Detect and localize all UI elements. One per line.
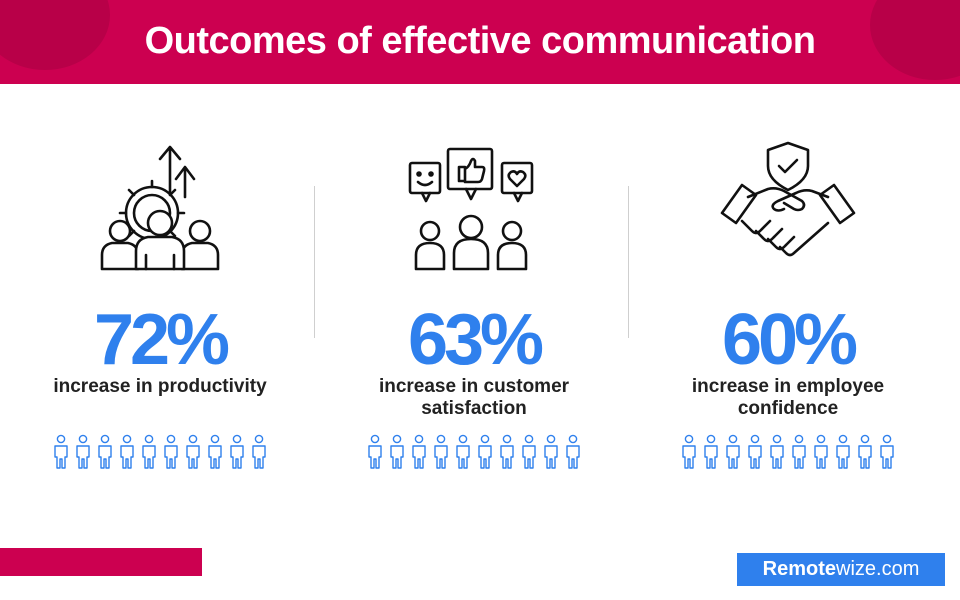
person-icon [498,434,516,470]
person-icon [388,434,406,470]
person-icon [250,434,268,470]
person-icon [184,434,202,470]
stat-employee-confidence: 60% increase in employee confidence [628,0,948,600]
stat-percent: 72% [93,300,230,380]
stat-description: increase in employee confidence [691,376,885,419]
handshake-shield-icon [720,141,856,257]
gear-team-growth-icon [100,145,220,271]
person-icon [96,434,114,470]
person-icon [410,434,428,470]
customer-feedback-icon [408,147,534,271]
stat-customer-satisfaction: 63% increase in customer satisfaction [314,0,634,600]
person-icon [564,434,582,470]
stat-productivity: 72% increase in productivity [0,0,320,600]
person-icon [206,434,224,470]
person-icon [118,434,136,470]
person-icon [878,434,896,470]
person-icon [228,434,246,470]
person-icon [52,434,70,470]
person-icon [724,434,742,470]
person-icon [140,434,158,470]
person-icon [520,434,538,470]
column-divider [314,186,315,338]
brand-bold: Remote [762,558,836,580]
person-icon [812,434,830,470]
person-icon [790,434,808,470]
person-icon [542,434,560,470]
person-icon [746,434,764,470]
person-icon [74,434,92,470]
brand-regular: wize.com [836,558,920,580]
person-icon [432,434,450,470]
person-icon [454,434,472,470]
person-icon [702,434,720,470]
stat-description: increase in customer satisfaction [378,376,570,419]
person-icon [162,434,180,470]
column-divider [628,186,629,338]
stat-description: increase in productivity [53,376,267,397]
person-icon [856,434,874,470]
stat-percent: 63% [407,300,544,380]
person-icon [768,434,786,470]
people-row [52,434,268,470]
footer-accent-bar [0,548,202,576]
page-title: Outcomes of effective communication [144,20,816,62]
people-row [366,434,582,470]
person-icon [366,434,384,470]
people-row [680,434,896,470]
person-icon [834,434,852,470]
brand-logo: Remotewize.com [737,553,945,586]
person-icon [476,434,494,470]
header-banner: Outcomes of effective communication [0,0,960,84]
person-icon [680,434,698,470]
stat-percent: 60% [721,300,858,380]
